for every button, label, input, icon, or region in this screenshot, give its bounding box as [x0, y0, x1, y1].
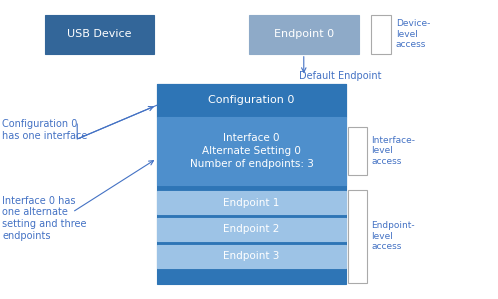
- Bar: [157, 218, 346, 241]
- Text: Configuration 0
has one interface: Configuration 0 has one interface: [2, 119, 88, 141]
- Bar: [157, 245, 346, 268]
- Text: USB Device: USB Device: [67, 29, 132, 39]
- Bar: [157, 84, 346, 284]
- Text: Endpoint 2: Endpoint 2: [223, 225, 280, 234]
- Bar: [371, 15, 391, 54]
- Bar: [157, 117, 346, 185]
- Text: Default Endpoint: Default Endpoint: [299, 71, 381, 81]
- Text: Configuration 0: Configuration 0: [208, 95, 295, 105]
- Text: Endpoint-
level
access: Endpoint- level access: [371, 221, 415, 251]
- Text: Endpoint 1: Endpoint 1: [223, 198, 280, 208]
- Text: Device-
level
access: Device- level access: [396, 19, 430, 49]
- Bar: [157, 191, 346, 214]
- Bar: [249, 15, 359, 54]
- Text: Endpoint 3: Endpoint 3: [223, 251, 280, 261]
- Bar: [348, 190, 367, 283]
- Text: Interface-
level
access: Interface- level access: [371, 136, 415, 166]
- Bar: [348, 127, 367, 175]
- Text: Interface 0
Alternate Setting 0
Number of endpoints: 3: Interface 0 Alternate Setting 0 Number o…: [190, 133, 313, 169]
- Text: Endpoint 0: Endpoint 0: [274, 29, 334, 39]
- Text: Interface 0 has
one alternate
setting and three
endpoints: Interface 0 has one alternate setting an…: [2, 196, 87, 241]
- Bar: [45, 15, 154, 54]
- Bar: [157, 84, 346, 117]
